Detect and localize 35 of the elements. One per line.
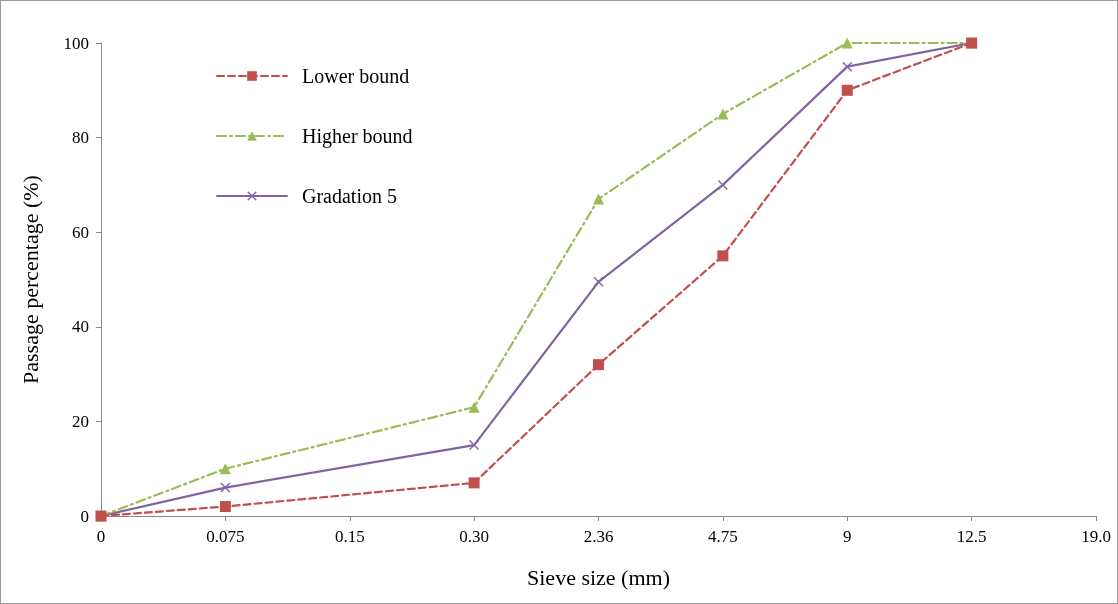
point bbox=[841, 84, 853, 96]
x-tick-label: 0.075 bbox=[206, 527, 245, 546]
point bbox=[468, 401, 480, 413]
x-tick-label: 4.75 bbox=[708, 527, 738, 546]
point bbox=[841, 37, 853, 49]
x-tick-label: 9 bbox=[843, 527, 852, 546]
point bbox=[717, 250, 729, 262]
y-tick-label: 60 bbox=[72, 222, 89, 242]
x-tick-label: 0.15 bbox=[334, 527, 365, 546]
point bbox=[219, 501, 231, 513]
point bbox=[468, 477, 480, 489]
point bbox=[717, 179, 728, 190]
point bbox=[593, 193, 604, 205]
x-tick-label: 2.36 bbox=[583, 527, 614, 546]
point bbox=[219, 463, 231, 475]
point bbox=[593, 276, 604, 287]
y-tick-label: 0 bbox=[80, 506, 89, 526]
legend-label: Lower bound bbox=[302, 65, 410, 87]
point bbox=[842, 61, 853, 72]
legend-label: Higher bound bbox=[302, 125, 413, 148]
point bbox=[717, 108, 729, 120]
y-tick-label: 20 bbox=[72, 411, 89, 431]
point bbox=[469, 440, 480, 451]
x-tick-label: 0.30 bbox=[459, 527, 489, 546]
y-tick-label: 80 bbox=[72, 128, 89, 148]
y-tick-label: 100 bbox=[63, 33, 89, 53]
x-axis-title: Sieve size (mm) bbox=[527, 564, 670, 590]
point bbox=[220, 482, 231, 493]
y-axis-title: Passage percentage (%) bbox=[17, 175, 43, 384]
point bbox=[593, 359, 604, 371]
x-tick-label: 19.0 bbox=[1081, 527, 1111, 546]
legend-label: Gradation 5 bbox=[302, 185, 397, 207]
x-tick-label: 12.5 bbox=[956, 527, 987, 546]
x-tick-label: 0 bbox=[96, 527, 106, 546]
y-tick-label: 40 bbox=[72, 317, 89, 337]
